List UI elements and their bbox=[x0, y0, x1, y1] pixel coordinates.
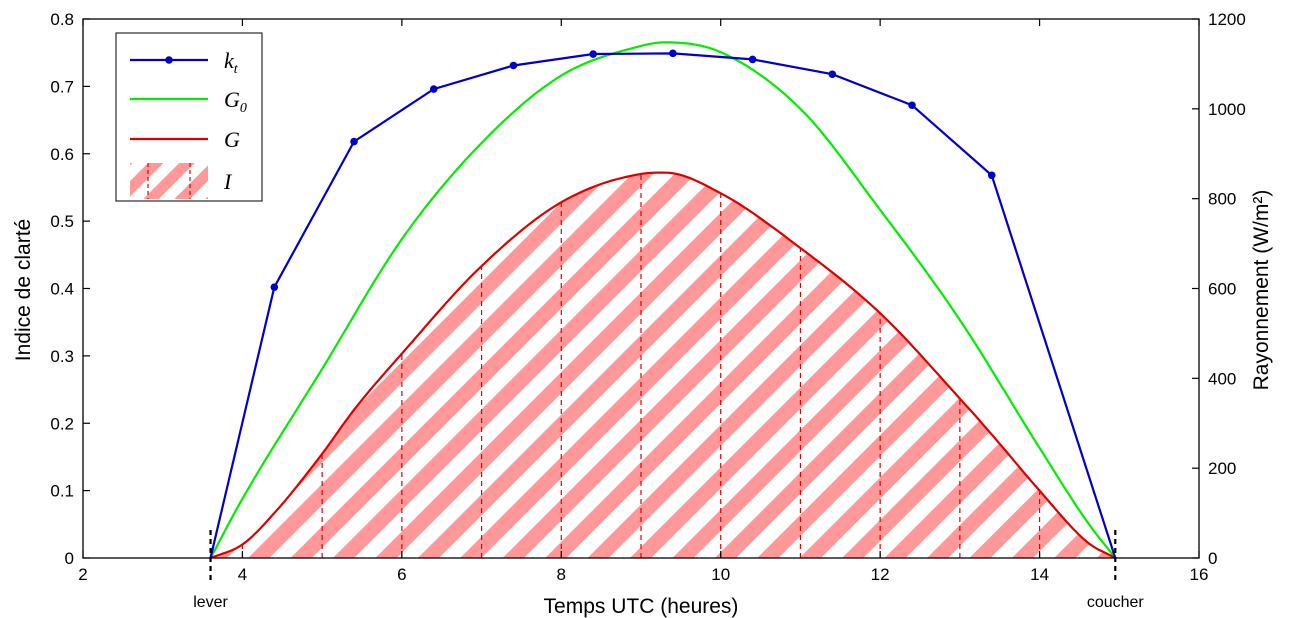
x-tick-label: 8 bbox=[557, 565, 566, 584]
y-tick-label-left: 0 bbox=[65, 549, 74, 568]
y-tick-label-right: 0 bbox=[1208, 549, 1217, 568]
legend-label-kt-subscript: t bbox=[234, 62, 239, 77]
legend-label-i: I bbox=[223, 169, 233, 194]
irradiation-hatched-area bbox=[210, 172, 1116, 558]
y-tick-label-right: 400 bbox=[1208, 369, 1236, 388]
legend-label-g0-subscript: 0 bbox=[240, 101, 247, 116]
y-tick-label-left: 0.3 bbox=[50, 347, 74, 366]
kt-point bbox=[908, 101, 916, 110]
y-tick-label-right: 1200 bbox=[1208, 10, 1246, 29]
kt-point bbox=[509, 61, 518, 70]
series-lines-layer bbox=[209, 41, 1117, 560]
y-tick-label-right: 600 bbox=[1208, 280, 1236, 299]
sunrise-label: lever bbox=[193, 594, 228, 611]
events-layer: lever coucher bbox=[193, 530, 1144, 611]
kt-point bbox=[669, 49, 677, 58]
x-tick-label: 12 bbox=[871, 565, 890, 584]
kt-point bbox=[748, 55, 757, 64]
kt-point bbox=[589, 50, 597, 58]
irradiation-area-layer bbox=[210, 172, 1116, 558]
y-tick-label-right: 1000 bbox=[1208, 100, 1246, 119]
x-tick-label: 10 bbox=[711, 565, 730, 584]
kt-point bbox=[429, 85, 438, 93]
ticks-layer: 2 4 6 8 10 12 14 1600.10.20.30.40.50.60.70.8020… bbox=[50, 10, 1245, 584]
legend-marker-kt bbox=[165, 56, 173, 64]
series-line-g0 bbox=[209, 41, 1117, 559]
x-tick-label: 14 bbox=[1030, 565, 1049, 584]
y-tick-label-left: 0.6 bbox=[50, 145, 74, 164]
x-tick-label: 4 bbox=[238, 565, 247, 584]
sunset-label: coucher bbox=[1087, 594, 1145, 611]
y-tick-label-left: 0.2 bbox=[50, 414, 74, 433]
y-tick-label-left: 0.5 bbox=[50, 212, 74, 231]
x-axis-title: Temps UTC (heures) bbox=[544, 595, 739, 618]
x-tick-label: 2 bbox=[78, 565, 87, 584]
legend-label-g: G bbox=[224, 127, 240, 152]
y-tick-label-right: 200 bbox=[1208, 459, 1236, 478]
legend-swatch-i bbox=[130, 163, 208, 199]
y-tick-label-left: 0.8 bbox=[50, 10, 74, 29]
kt-point bbox=[987, 171, 996, 180]
y-axis-title-right: Rayonnement (W/m²) bbox=[1250, 190, 1273, 391]
y-tick-label-left: 0.1 bbox=[50, 482, 74, 501]
y-tick-label-left: 0.7 bbox=[50, 77, 74, 96]
kt-point bbox=[270, 283, 279, 291]
x-tick-label: 6 bbox=[397, 565, 406, 584]
y-tick-label-right: 800 bbox=[1208, 190, 1236, 209]
series-line-kt bbox=[209, 52, 1117, 559]
series-line-g bbox=[210, 171, 1116, 560]
kt-point bbox=[350, 137, 358, 146]
y-tick-label-left: 0.4 bbox=[50, 280, 74, 299]
kt-point bbox=[828, 70, 837, 79]
x-tick-label: 16 bbox=[1190, 565, 1209, 584]
y-axis-title-left: Indice de clarté bbox=[12, 219, 35, 361]
